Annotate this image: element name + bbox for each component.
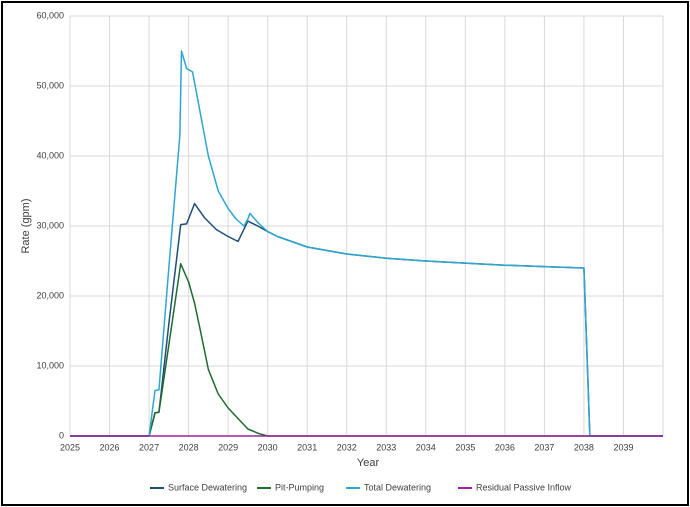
series-line xyxy=(70,50,663,437)
x-axis-title: Year xyxy=(357,457,380,469)
legend-label: Total Dewatering xyxy=(364,482,431,492)
x-tick-label: 2033 xyxy=(376,442,396,452)
series-line xyxy=(70,202,663,437)
y-tick-label: 30,000 xyxy=(36,220,64,230)
legend-label: Residual Passive Inflow xyxy=(476,482,572,492)
x-tick-label: 2025 xyxy=(60,442,80,452)
x-tick-label: 2028 xyxy=(179,442,199,452)
x-tick-label: 2026 xyxy=(100,442,120,452)
x-tick-label: 2030 xyxy=(258,442,278,452)
y-tick-label: 10,000 xyxy=(36,360,64,370)
y-tick-label: 0 xyxy=(59,430,64,440)
y-tick-label: 40,000 xyxy=(36,150,64,160)
x-tick-label: 2031 xyxy=(297,442,317,452)
y-tick-label: 50,000 xyxy=(36,80,64,90)
x-tick-label: 2034 xyxy=(416,442,436,452)
legend-label: Pit-Pumping xyxy=(275,482,324,492)
x-tick-label: 2029 xyxy=(218,442,238,452)
x-tick-label: 2037 xyxy=(534,442,554,452)
x-tick-label: 2032 xyxy=(337,442,357,452)
x-tick-label: 2027 xyxy=(139,442,159,452)
x-tick-label: 2038 xyxy=(574,442,594,452)
y-axis-title: Rate (gpm) xyxy=(20,198,32,253)
x-tick-label: 2036 xyxy=(495,442,515,452)
x-tick-label: 2039 xyxy=(613,442,633,452)
y-tick-label: 60,000 xyxy=(36,10,64,20)
y-tick-label: 20,000 xyxy=(36,290,64,300)
series-line xyxy=(70,263,663,437)
legend-label: Surface Dewatering xyxy=(168,482,247,492)
x-tick-label: 2035 xyxy=(455,442,475,452)
